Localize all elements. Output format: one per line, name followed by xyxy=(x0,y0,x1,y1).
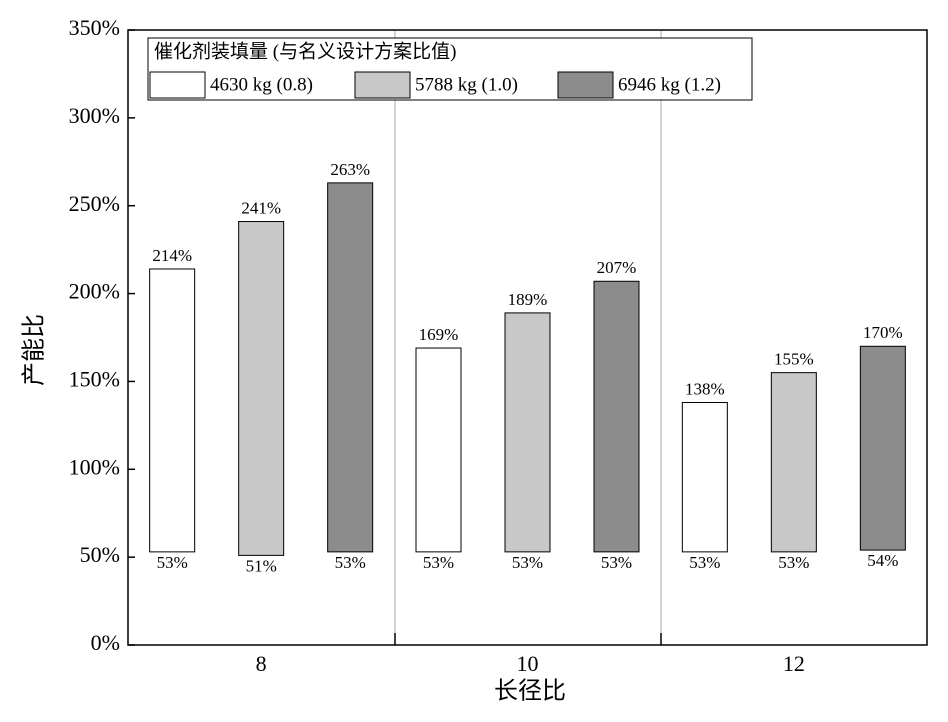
y-tick-label: 200% xyxy=(69,279,120,304)
low-label: 53% xyxy=(335,553,366,572)
value-label: 169% xyxy=(419,325,459,344)
value-label: 170% xyxy=(863,323,903,342)
legend-label: 6946 kg (1.2) xyxy=(618,74,721,95)
value-label: 214% xyxy=(152,246,192,265)
plot-frame xyxy=(127,29,928,646)
y-axis-label: 产能比 xyxy=(21,314,48,386)
y-tick-label: 150% xyxy=(69,366,120,391)
low-label: 53% xyxy=(423,553,454,572)
bar xyxy=(593,280,640,553)
low-label: 54% xyxy=(867,551,898,570)
y-tick-label: 50% xyxy=(80,542,120,567)
value-label: 138% xyxy=(685,379,725,398)
bar xyxy=(859,345,906,551)
low-label: 53% xyxy=(512,553,543,572)
legend-label: 5788 kg (1.0) xyxy=(415,74,518,95)
value-label: 207% xyxy=(597,258,637,277)
bar xyxy=(149,268,196,553)
low-label: 53% xyxy=(689,553,720,572)
low-label: 53% xyxy=(157,553,188,572)
y-tick-label: 100% xyxy=(69,454,120,479)
value-label: 155% xyxy=(774,350,814,369)
x-tick-label: 10 xyxy=(517,651,539,676)
bar xyxy=(238,221,285,556)
x-axis-label: 长径比 xyxy=(494,678,566,705)
x-tick-label: 12 xyxy=(783,651,805,676)
legend-swatch xyxy=(557,71,614,99)
legend-label: 4630 kg (0.8) xyxy=(210,74,313,95)
value-label: 241% xyxy=(241,198,281,217)
y-tick-label: 350% xyxy=(69,15,120,40)
legend-box xyxy=(147,37,753,101)
y-tick-label: 0% xyxy=(91,630,120,655)
bar xyxy=(681,402,728,553)
value-label: 263% xyxy=(330,160,370,179)
legend: 催化剂装填量 (与名义设计方案比值) xyxy=(147,37,753,101)
legend-swatch xyxy=(149,71,206,99)
bar xyxy=(415,347,462,553)
y-tick-label: 250% xyxy=(69,191,120,216)
low-label: 51% xyxy=(246,556,277,575)
low-label: 53% xyxy=(778,553,809,572)
y-tick-label: 300% xyxy=(69,103,120,128)
bar xyxy=(504,312,551,553)
low-label: 53% xyxy=(601,553,632,572)
bar xyxy=(327,182,374,553)
x-tick-label: 8 xyxy=(256,651,267,676)
legend-title: 催化剂装填量 (与名义设计方案比值) xyxy=(154,40,456,62)
value-label: 189% xyxy=(508,290,548,309)
bar xyxy=(770,372,817,553)
legend-swatch xyxy=(354,71,411,99)
